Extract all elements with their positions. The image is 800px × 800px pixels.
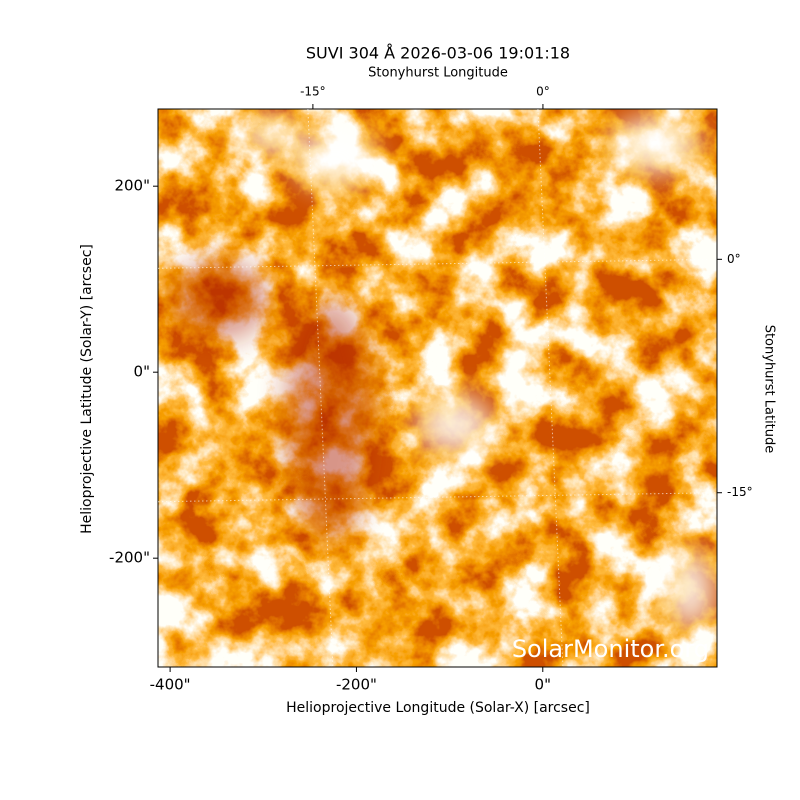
- x2-tick-label: -15°: [300, 85, 326, 99]
- grid-line: [307, 108, 334, 668]
- y-tick-label: 200": [114, 177, 150, 195]
- y2-tick-label: 0°: [727, 252, 741, 266]
- x2-tick-label: 0°: [536, 85, 550, 99]
- grid-line: [157, 492, 718, 503]
- y2-axis-label: Stonyhurst Latitude: [762, 325, 777, 454]
- solar-image: [158, 109, 717, 667]
- y-tick-label: 0": [134, 363, 150, 381]
- plot-frame: [157, 108, 718, 668]
- grid-line: [157, 258, 718, 269]
- x-tick-label: 0": [535, 676, 551, 694]
- chart-title: SUVI 304 Å 2026-03-06 19:01:18: [306, 44, 570, 63]
- watermark: SolarMonitor.org: [512, 635, 709, 663]
- y-axis-label: Helioprojective Latitude (Solar-Y) [arcs…: [79, 244, 95, 534]
- grid-line: [537, 108, 564, 668]
- y-tick-label: -200": [109, 549, 150, 567]
- x2-axis-label: Stonyhurst Longitude: [368, 66, 508, 81]
- x-axis-label: Helioprojective Longitude (Solar-X) [arc…: [286, 700, 590, 716]
- x-tick-label: -200": [336, 676, 377, 694]
- y2-tick-label: -15°: [727, 485, 753, 499]
- x-tick-label: -400": [150, 676, 191, 694]
